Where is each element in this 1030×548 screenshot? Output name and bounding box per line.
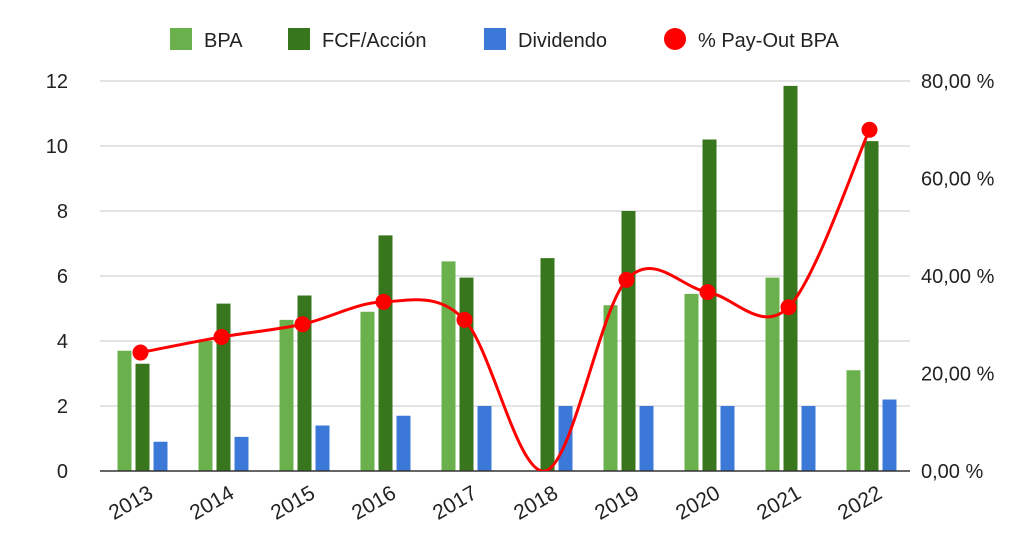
bar-bpa-2021	[765, 277, 780, 471]
y-right-tick-label: 0,00 %	[921, 461, 983, 483]
y-right-tick-label: 40,00 %	[921, 266, 995, 288]
legend: BPA FCF/Acción Dividendo % Pay-Out BPA	[170, 28, 839, 52]
bar-group	[117, 85, 897, 471]
legend-swatch-payout	[664, 28, 686, 50]
y-left-tick-label: 10	[46, 136, 68, 158]
x-tick-label: 2015	[267, 481, 319, 524]
bar-dividendo-2015	[315, 425, 330, 471]
payout-point-2019	[618, 271, 635, 288]
bar-bpa-2019	[603, 305, 618, 471]
bar-dividendo-2020	[720, 406, 735, 471]
payout-point-2013	[132, 344, 149, 361]
bar-dividendo-2013	[153, 441, 168, 471]
bar-fcf-acci-n-2021	[783, 85, 798, 471]
bar-bpa-2016	[360, 311, 375, 471]
legend-swatch-dividendo	[484, 28, 506, 50]
bar-fcf-acci-n-2019	[621, 211, 636, 471]
y-left-tick-label: 4	[57, 331, 68, 353]
y-right-tick-label: 20,00 %	[921, 364, 995, 386]
x-tick-label: 2016	[348, 481, 400, 524]
legend-label: Dividendo	[518, 30, 607, 52]
x-tick-label: 2022	[834, 481, 886, 524]
bar-dividendo-2017	[477, 406, 492, 471]
x-tick-label: 2014	[186, 481, 238, 524]
bar-fcf-acci-n-2022	[864, 141, 879, 471]
bar-dividendo-2016	[396, 415, 411, 471]
payout-line	[140, 129, 871, 471]
legend-label: % Pay-Out BPA	[698, 30, 839, 52]
payout-point-2020	[699, 284, 716, 301]
bar-bpa-2017	[441, 261, 456, 471]
bar-fcf-acci-n-2016	[378, 235, 393, 471]
y-left-tick-label: 2	[57, 396, 68, 418]
y-left-tick-label: 6	[57, 266, 68, 288]
bar-dividendo-2021	[801, 406, 816, 471]
x-tick-label: 2013	[105, 481, 157, 524]
y-right-tick-label: 60,00 %	[921, 169, 995, 191]
bar-bpa-2013	[117, 350, 132, 471]
bar-dividendo-2019	[639, 406, 654, 471]
y-left-tick-label: 0	[57, 461, 68, 483]
bar-fcf-acci-n-2015	[297, 295, 312, 471]
legend-label: BPA	[204, 30, 243, 52]
bar-fcf-acci-n-2020	[702, 139, 717, 471]
payout-point-2016	[375, 293, 392, 310]
bar-fcf-acci-n-2013	[135, 363, 150, 471]
x-tick-label: 2021	[753, 481, 805, 524]
x-tick-label: 2017	[429, 481, 481, 524]
payout-point-2014	[213, 328, 230, 345]
y-left-tick-label: 12	[46, 71, 68, 93]
bar-fcf-acci-n-2018	[540, 258, 555, 471]
y-right-tick-label: 80,00 %	[921, 71, 995, 93]
bar-bpa-2020	[684, 293, 699, 471]
bar-fcf-acci-n-2014	[216, 303, 231, 471]
payout-point-2017	[456, 311, 473, 328]
payout-point-2022	[861, 121, 878, 138]
payout-line-group	[132, 121, 878, 471]
bar-dividendo-2022	[882, 399, 897, 471]
bar-bpa-2022	[846, 370, 861, 471]
legend-label: FCF/Acción	[322, 30, 426, 52]
bar-dividendo-2018	[558, 406, 573, 471]
legend-swatch-fcf-acci-n	[288, 28, 310, 50]
bar-bpa-2014	[198, 341, 213, 471]
bar-fcf-acci-n-2017	[459, 277, 474, 471]
bar-dividendo-2014	[234, 436, 249, 471]
payout-point-2015	[294, 316, 311, 333]
legend-swatch-bpa	[170, 28, 192, 50]
x-tick-label: 2020	[672, 481, 724, 524]
x-tick-label: 2019	[591, 481, 643, 524]
x-tick-label: 2018	[510, 481, 562, 524]
payout-point-2021	[780, 299, 797, 316]
y-left-tick-label: 8	[57, 201, 68, 223]
bar-bpa-2015	[279, 319, 294, 471]
